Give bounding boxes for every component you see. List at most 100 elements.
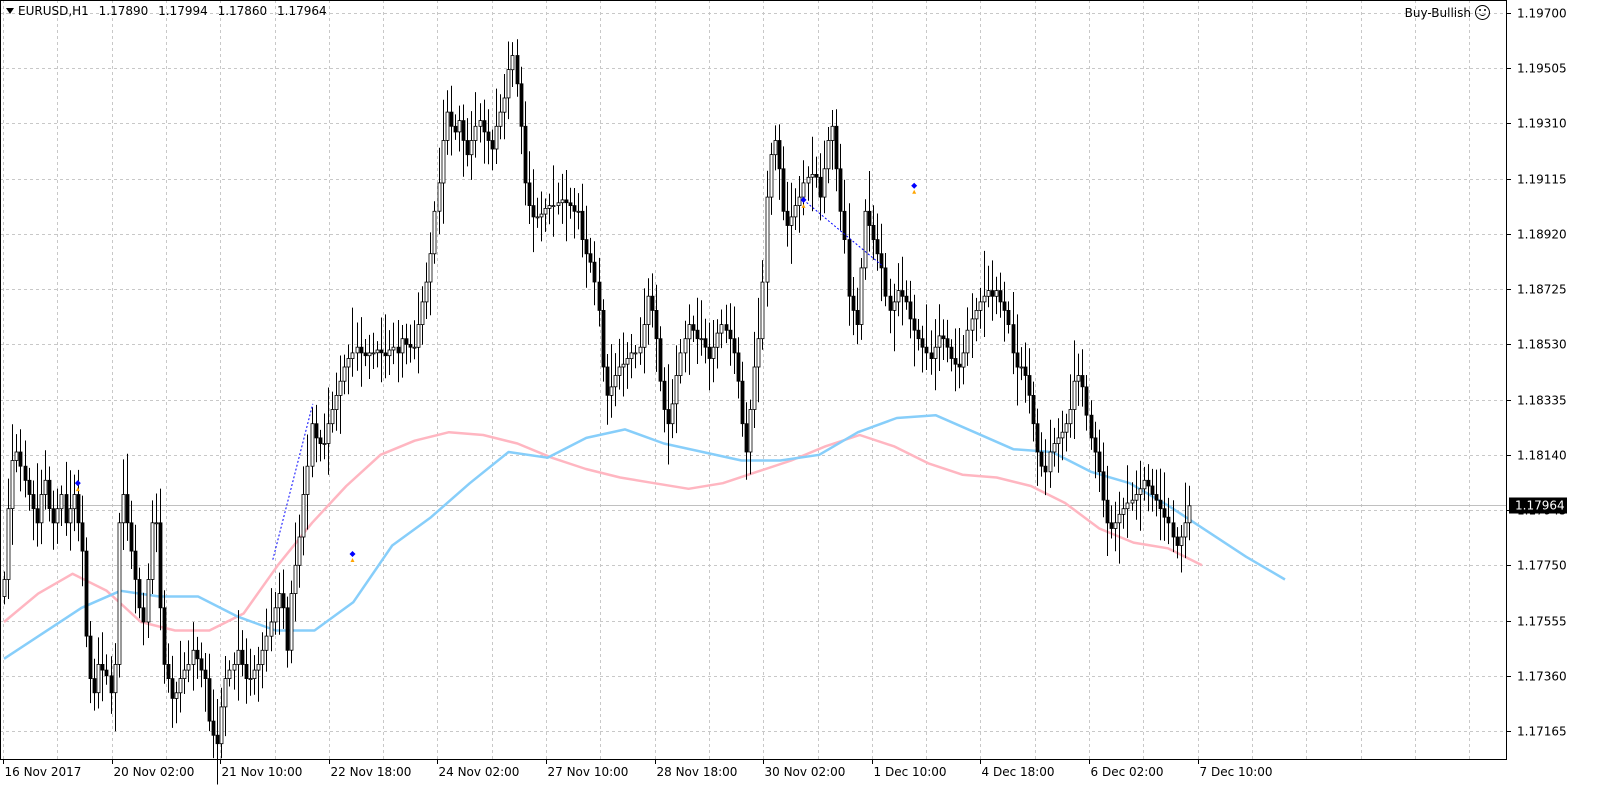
bear-candle <box>133 550 138 580</box>
bear-candle <box>285 607 290 651</box>
bull-candle <box>719 324 724 334</box>
bull-candle <box>760 281 765 340</box>
bear-candle <box>744 423 749 453</box>
bear-candle <box>920 338 925 348</box>
bear-candle <box>519 83 524 127</box>
y-tick-label: 1.19700 <box>1517 7 1567 21</box>
bull-candle <box>350 352 355 359</box>
bull-candle <box>752 366 757 410</box>
bear-candle <box>1154 494 1159 501</box>
bear-candle <box>847 239 852 297</box>
bull-candle <box>974 309 979 320</box>
bear-candle <box>650 295 655 311</box>
bull-candle <box>289 593 294 651</box>
bear-candle <box>941 335 946 340</box>
trade-link <box>272 403 314 560</box>
bear-candle <box>662 380 667 410</box>
bull-candle <box>859 267 864 325</box>
bear-candle <box>883 267 888 297</box>
y-tick-label: 1.19505 <box>1517 62 1567 76</box>
bear-candle <box>588 253 593 263</box>
bull-candle <box>1060 431 1065 439</box>
bull-candle <box>346 358 351 368</box>
bull-candle <box>970 318 975 331</box>
bull-candle <box>412 346 417 349</box>
bear-candle <box>125 494 130 524</box>
bear-candle <box>605 366 610 396</box>
bear-candle <box>1166 516 1171 524</box>
bear-candle <box>100 664 105 671</box>
bear-candle <box>1035 423 1040 453</box>
bear-candle <box>170 678 175 699</box>
bear-candle <box>35 508 40 524</box>
bull-candle <box>1048 451 1053 473</box>
bull-candle <box>892 301 897 311</box>
bull-candle <box>494 125 499 150</box>
bull-candle <box>506 69 511 99</box>
arrow-marker <box>801 203 806 208</box>
bear-candle <box>724 324 729 331</box>
symbol-dropdown-icon[interactable] <box>6 8 14 14</box>
bear-candle <box>88 635 93 679</box>
bear-candle <box>1105 499 1110 524</box>
bull-candle <box>556 202 561 207</box>
bull-candle <box>1068 409 1073 425</box>
bear-candle <box>691 324 696 331</box>
bear-candle <box>27 479 32 495</box>
x-tick-label: 22 Nov 18:00 <box>331 765 412 779</box>
bear-candle <box>80 522 85 552</box>
bear-candle <box>453 125 458 133</box>
bull-candle <box>416 324 421 348</box>
bear-candle <box>84 550 89 637</box>
bull-candle <box>72 494 77 510</box>
bull-candle <box>227 669 232 679</box>
trade-link <box>803 199 882 266</box>
bear-candle <box>953 358 958 365</box>
bear-candle <box>1015 352 1020 368</box>
bull-candle <box>539 213 544 218</box>
x-tick-label: 21 Nov 10:00 <box>222 765 303 779</box>
bull-candle <box>178 678 183 694</box>
bear-candle <box>740 380 745 425</box>
bear-candle <box>162 607 167 665</box>
bear-candle <box>1011 324 1016 354</box>
bull-candle <box>441 140 446 184</box>
bear-candle <box>1162 508 1167 518</box>
bear-candle <box>900 290 905 297</box>
bear-candle <box>51 508 56 524</box>
bull-candle <box>965 329 970 354</box>
bear-candle <box>654 309 659 340</box>
bull-candle <box>310 423 315 467</box>
bear-candle <box>564 199 569 204</box>
current-price-label: 1.17964 <box>1515 499 1565 513</box>
bull-candle <box>547 205 552 209</box>
bull-candle <box>633 352 638 355</box>
bull-candle <box>576 210 581 213</box>
bear-candle <box>818 176 823 198</box>
bull-candle <box>1121 508 1126 515</box>
bear-candle <box>658 338 663 382</box>
bear-candle <box>1171 522 1176 538</box>
bear-candle <box>945 338 950 348</box>
bull-candle <box>638 346 643 354</box>
bear-candle <box>523 125 528 184</box>
bull-candle <box>150 522 155 580</box>
bull-candle <box>457 120 462 133</box>
bull-candle <box>186 664 191 671</box>
bull-candle <box>797 196 802 207</box>
bear-candle <box>1089 414 1094 439</box>
bull-candle <box>232 664 237 671</box>
bear-candle <box>781 168 786 212</box>
bear-candle <box>871 224 876 240</box>
bull-candle <box>14 451 19 461</box>
bear-candle <box>568 202 573 207</box>
x-tick-label: 4 Dec 18:00 <box>982 765 1055 779</box>
bull-candle <box>613 375 618 388</box>
x-tick-label: 30 Nov 02:00 <box>765 765 846 779</box>
y-tick-label: 1.18725 <box>1517 283 1567 297</box>
bear-candle <box>461 120 466 141</box>
bull-candle <box>420 301 425 325</box>
bear-candle <box>482 120 487 133</box>
